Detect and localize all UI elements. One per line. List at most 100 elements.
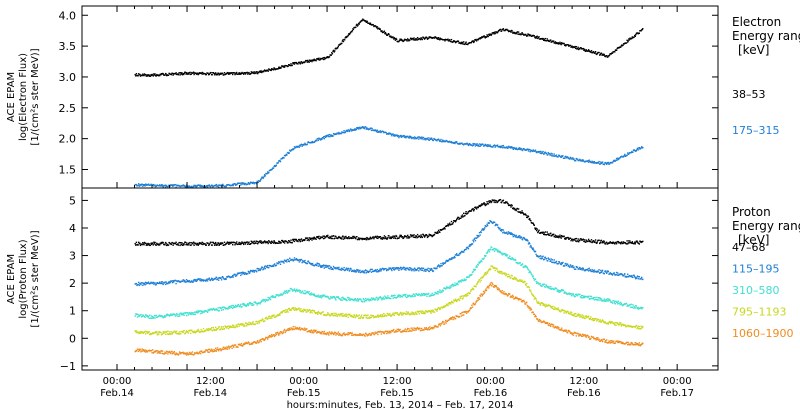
data-point xyxy=(416,233,419,236)
data-point xyxy=(174,279,177,282)
data-point xyxy=(316,140,318,142)
data-point xyxy=(509,147,512,149)
data-point xyxy=(178,313,180,316)
data-point xyxy=(617,300,619,302)
data-point xyxy=(370,271,373,273)
data-point xyxy=(209,72,211,75)
data-point xyxy=(149,332,152,335)
data-point xyxy=(484,203,486,205)
data-point xyxy=(570,46,572,48)
data-point xyxy=(202,185,204,187)
data-point xyxy=(253,304,255,306)
data-point xyxy=(358,128,360,130)
data-point xyxy=(303,144,306,146)
data-point xyxy=(328,133,331,136)
data-point xyxy=(488,251,491,253)
data-point xyxy=(404,267,407,269)
data-point xyxy=(309,309,311,311)
y-axis-label: ACE EPAM log(Electron Flux) [1/(cm²s ster … xyxy=(6,48,41,145)
data-point xyxy=(201,73,203,75)
data-point xyxy=(555,260,558,263)
data-point xyxy=(206,184,208,187)
data-point xyxy=(569,44,572,47)
data-point xyxy=(394,134,396,136)
data-point xyxy=(315,60,317,62)
data-point xyxy=(149,333,151,336)
data-point xyxy=(508,257,510,259)
data-point xyxy=(263,241,265,243)
data-point xyxy=(304,239,306,241)
data-point xyxy=(547,152,549,154)
data-point xyxy=(353,128,356,130)
data-point xyxy=(606,163,608,165)
data-point xyxy=(299,258,301,261)
data-point xyxy=(246,71,248,74)
data-point xyxy=(307,237,309,239)
data-point xyxy=(615,300,617,302)
data-point xyxy=(629,304,631,306)
data-point xyxy=(598,299,600,301)
data-point xyxy=(591,268,593,271)
data-point xyxy=(616,274,618,276)
data-point xyxy=(177,332,180,334)
data-point xyxy=(155,244,157,246)
data-point xyxy=(398,39,401,42)
data-point xyxy=(166,74,168,77)
data-point xyxy=(483,35,485,37)
data-point xyxy=(414,295,416,297)
data-point xyxy=(328,267,330,269)
data-point xyxy=(596,296,598,299)
data-point xyxy=(502,232,504,234)
data-point xyxy=(143,282,146,284)
data-point xyxy=(370,127,372,129)
data-point xyxy=(416,39,418,41)
data-point xyxy=(493,250,496,252)
data-point xyxy=(432,139,435,142)
data-point xyxy=(537,282,540,284)
data-point xyxy=(376,27,378,29)
data-point xyxy=(629,37,631,39)
data-point xyxy=(446,259,448,262)
data-point xyxy=(401,236,404,238)
data-point xyxy=(425,139,427,141)
data-point xyxy=(154,184,156,186)
data-point xyxy=(182,73,185,76)
data-point xyxy=(319,237,321,239)
data-point xyxy=(138,284,140,287)
data-point xyxy=(323,267,325,269)
data-point xyxy=(349,32,352,34)
data-point xyxy=(337,47,339,49)
data-point xyxy=(373,270,375,273)
data-point xyxy=(289,149,291,151)
data-point xyxy=(342,296,344,298)
data-point xyxy=(290,288,293,290)
data-point xyxy=(461,142,463,144)
data-point xyxy=(543,232,545,234)
data-point xyxy=(545,258,548,260)
data-point xyxy=(296,146,299,148)
data-point xyxy=(209,242,211,245)
data-point xyxy=(152,75,154,77)
data-point xyxy=(559,290,561,292)
data-point xyxy=(237,323,240,325)
data-point xyxy=(615,159,617,161)
data-point xyxy=(635,149,638,152)
data-point xyxy=(236,183,238,185)
data-point xyxy=(507,233,509,235)
data-point xyxy=(342,39,344,41)
data-point xyxy=(626,276,628,278)
data-point xyxy=(202,310,204,312)
data-point xyxy=(579,158,581,161)
data-point xyxy=(634,241,636,243)
data-point xyxy=(464,43,466,46)
data-point xyxy=(420,294,422,297)
data-point xyxy=(390,295,393,297)
data-point xyxy=(310,237,313,239)
data-point xyxy=(604,270,607,272)
data-point xyxy=(420,311,422,313)
data-point xyxy=(359,21,362,23)
data-point xyxy=(208,243,210,246)
data-point xyxy=(231,304,233,307)
data-point xyxy=(362,301,364,303)
data-point xyxy=(437,38,439,40)
